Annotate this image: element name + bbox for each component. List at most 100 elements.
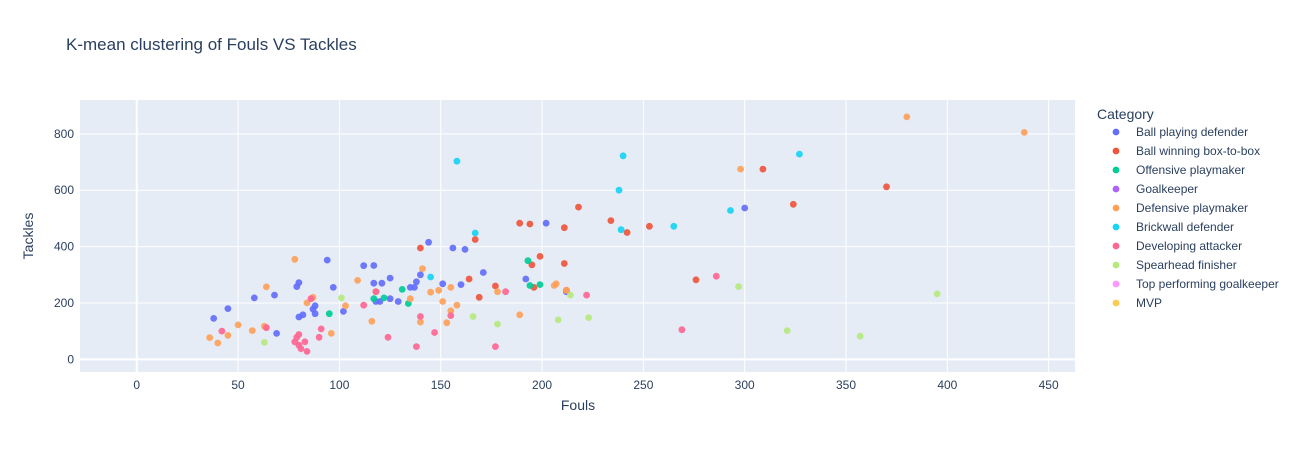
data-point — [263, 324, 270, 332]
data-point — [354, 277, 361, 284]
data-point — [623, 229, 631, 236]
legend-marker — [1112, 280, 1120, 288]
data-point — [453, 301, 461, 309]
data-point — [516, 311, 524, 319]
data-point — [368, 317, 376, 325]
data-point — [607, 217, 615, 225]
data-point — [469, 313, 477, 320]
data-point — [492, 343, 499, 350]
legend-item[interactable]: Ball playing defender — [1112, 125, 1248, 139]
data-point — [386, 274, 394, 282]
data-point — [224, 332, 232, 339]
legend-label: Ball playing defender — [1136, 125, 1248, 139]
legend-item[interactable]: Brickwall defender — [1112, 220, 1234, 234]
data-point — [796, 150, 803, 158]
data-point — [524, 257, 532, 265]
legend-label: Goalkeeper — [1136, 182, 1198, 196]
data-point — [413, 343, 420, 350]
x-tick-label: 50 — [231, 378, 245, 392]
data-point — [250, 294, 258, 302]
data-point — [317, 325, 325, 333]
y-axis-ticks: 0 200 400 600 800 — [54, 127, 74, 366]
data-point — [585, 314, 592, 321]
data-point — [741, 204, 749, 212]
data-point — [502, 288, 509, 296]
y-tick-label: 400 — [54, 240, 74, 254]
legend-label: Spearhead finisher — [1136, 258, 1237, 272]
data-point — [427, 273, 434, 281]
legend-marker — [1112, 223, 1120, 231]
data-point — [263, 283, 270, 291]
data-point — [419, 265, 426, 272]
data-point — [370, 295, 378, 303]
grid-lines — [80, 100, 1075, 372]
data-point — [461, 246, 469, 253]
data-point — [615, 186, 623, 194]
plot-background — [80, 100, 1075, 372]
data-point — [413, 278, 420, 286]
data-point — [234, 321, 242, 329]
data-point — [619, 152, 627, 160]
data-point — [411, 284, 418, 291]
legend-label: MVP — [1136, 296, 1162, 310]
legend-item[interactable]: Developing attacker — [1112, 239, 1242, 253]
data-point — [323, 256, 331, 264]
data-point — [327, 330, 335, 337]
legend-label: Defensive playmaker — [1136, 201, 1248, 215]
data-point — [398, 286, 406, 293]
data-point — [692, 276, 700, 284]
legend-item[interactable]: Goalkeeper — [1112, 182, 1198, 196]
data-point — [447, 312, 455, 319]
data-point — [727, 207, 734, 214]
data-point — [457, 281, 465, 288]
data-point — [443, 319, 451, 327]
legend-item[interactable]: Top performing goalkeeper — [1112, 277, 1279, 291]
data-point — [856, 332, 864, 340]
data-point — [542, 219, 550, 227]
data-point — [360, 262, 368, 270]
data-point — [435, 286, 443, 294]
y-tick-label: 0 — [67, 352, 74, 366]
legend-item[interactable]: Defensive playmaker — [1112, 201, 1248, 215]
data-point — [295, 331, 303, 338]
data-point — [372, 288, 380, 296]
legend-item[interactable]: Offensive playmaker — [1112, 163, 1246, 177]
data-point — [206, 334, 214, 341]
data-point — [386, 295, 394, 303]
data-point — [554, 316, 562, 324]
data-point — [526, 220, 534, 228]
data-point — [494, 320, 501, 328]
data-point — [903, 113, 911, 121]
data-point — [560, 260, 568, 267]
data-point — [471, 236, 479, 243]
data-point — [248, 327, 256, 334]
data-point — [1020, 129, 1028, 136]
y-tick-label: 800 — [54, 127, 74, 141]
legend-item[interactable]: MVP — [1112, 296, 1162, 310]
data-point — [315, 333, 323, 341]
data-point — [307, 295, 315, 303]
legend-item[interactable]: Spearhead finisher — [1112, 258, 1237, 272]
data-point — [394, 298, 402, 305]
data-point — [380, 294, 388, 302]
data-point — [447, 307, 455, 315]
y-axis-label: Tackles — [20, 213, 36, 260]
data-point — [301, 338, 309, 346]
legend: Category Ball playing defender Ball winni… — [1097, 106, 1279, 310]
legend-marker — [1112, 261, 1120, 269]
data-point — [311, 302, 319, 310]
legend-item[interactable]: Ball winning box-to-box — [1112, 144, 1260, 158]
data-point — [329, 284, 337, 291]
x-tick-label: 200 — [532, 378, 552, 392]
data-point — [338, 294, 345, 302]
data-point — [370, 279, 378, 287]
legend-label: Brickwall defender — [1136, 220, 1234, 234]
data-point — [583, 291, 590, 299]
legend-marker — [1112, 185, 1120, 193]
data-point — [417, 313, 424, 320]
data-point — [552, 280, 560, 288]
data-point — [342, 302, 349, 310]
y-tick-label: 600 — [54, 183, 74, 197]
legend-marker — [1112, 299, 1120, 307]
